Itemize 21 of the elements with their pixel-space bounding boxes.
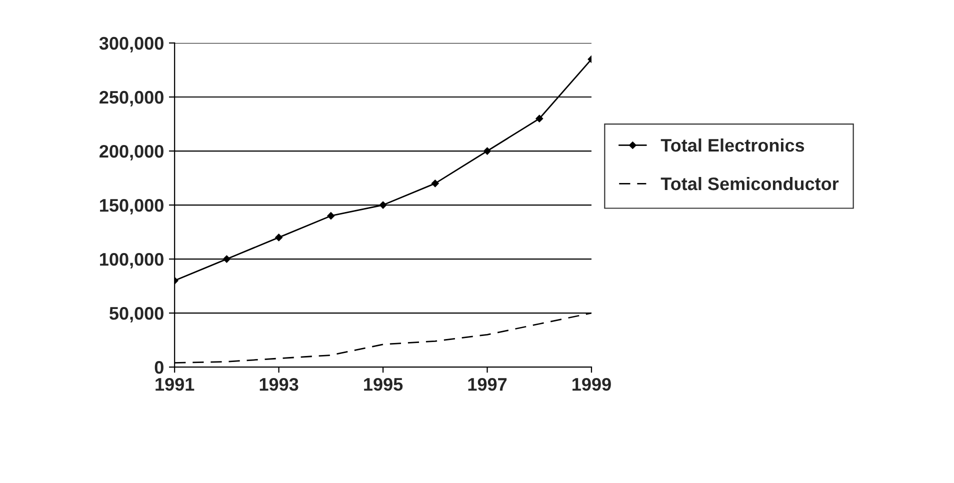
y-tick-label: 250,000 [100,90,164,106]
y-tick-label: 200,000 [100,144,164,160]
x-tick-label: 1999 [572,378,611,391]
y-tick-label: 0 [154,361,164,374]
point [483,147,492,155]
x-tick-label: 1991 [156,378,194,391]
y-tick-label: 150,000 [100,198,164,214]
point [222,255,231,263]
y-tick-label: 300,000 [99,36,164,52]
y-tick-label: 50,000 [110,307,164,322]
legend-label: Total Electronics [660,138,804,152]
x-tick-label: 1997 [468,378,507,391]
point [274,234,283,242]
point [379,201,387,209]
x-tick-label: 1993 [260,378,298,391]
point [326,212,335,220]
point [431,180,440,188]
y-tick-label: 100,000 [100,252,164,268]
x-tick-label: 1995 [364,378,403,391]
legend-label: Total Semiconductor [660,176,839,190]
point [535,114,544,123]
